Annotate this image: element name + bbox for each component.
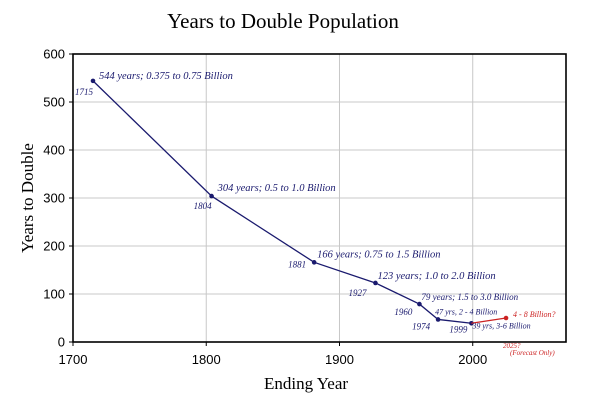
y-tick-label: 500 xyxy=(43,95,65,110)
year-label: 1715 xyxy=(75,87,94,97)
data-point xyxy=(373,280,378,286)
y-tick-label: 300 xyxy=(43,191,65,206)
x-tick-label: 2000 xyxy=(458,352,487,367)
point-annotation: 166 years; 0.75 to 1.5 Billion xyxy=(317,249,440,260)
series-line-history xyxy=(92,80,472,324)
point-annotation: 544 years; 0.375 to 0.75 Billion xyxy=(99,71,233,82)
year-label: 1927 xyxy=(348,288,367,298)
y-tick-label: 200 xyxy=(43,239,65,254)
point-annotation: 79 years; 1.5 to 3.0 Billion xyxy=(421,292,518,302)
chart-title: Years to Double Population xyxy=(167,9,399,33)
forecast-note: (Forecast Only) xyxy=(510,349,555,357)
x-tick-label: 1800 xyxy=(192,352,221,367)
point-annotation: 304 years; 0.5 to 1.0 Billion xyxy=(217,183,336,194)
data-point xyxy=(209,193,214,199)
data-point xyxy=(311,260,317,265)
y-tick-label: 100 xyxy=(43,287,65,302)
year-label: 1960 xyxy=(394,307,413,317)
series-line-forecast xyxy=(471,317,507,324)
forecast-year-label: 2025? xyxy=(503,342,521,350)
y-tick-label: 400 xyxy=(43,143,65,158)
y-tick-label: 0 xyxy=(58,335,65,350)
axis-ticks: 1700 1800 1900 2000 0 100 200 300 400 500 600 xyxy=(43,47,487,368)
forecast-annotation: 4 - 8 Billion? xyxy=(513,310,555,319)
x-axis-label: Ending Year xyxy=(264,374,348,393)
year-label: 1974 xyxy=(412,321,431,331)
series xyxy=(90,78,509,326)
y-tick-label: 600 xyxy=(43,47,65,62)
x-tick-label: 1700 xyxy=(59,352,88,367)
point-annotation: 47 yrs, 2 - 4 Billion xyxy=(435,307,497,316)
point-annotation: 123 years; 1.0 to 2.0 Billion xyxy=(377,271,495,282)
data-point xyxy=(90,78,96,84)
year-label: 1999 xyxy=(449,324,468,334)
data-point xyxy=(435,317,441,322)
data-point xyxy=(417,301,422,307)
year-label: 1881 xyxy=(288,259,306,269)
forecast-point xyxy=(503,315,509,321)
x-tick-label: 1900 xyxy=(325,352,354,367)
y-axis-label: Years to Double xyxy=(18,143,37,253)
point-annotation: 39 yrs, 3-6 Billion xyxy=(471,321,530,330)
year-label: 1804 xyxy=(194,201,213,211)
annotations: 544 years; 0.375 to 0.75 Billion 1715 304 … xyxy=(75,71,556,357)
